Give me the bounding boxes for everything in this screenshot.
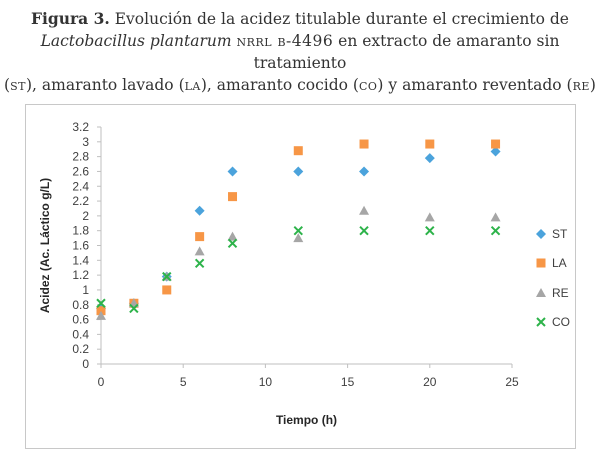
x-tick-label: 0	[98, 375, 105, 389]
point-st	[293, 166, 304, 177]
point-re	[293, 233, 304, 243]
point-st	[227, 166, 238, 177]
y-tick-label: 0.2	[72, 342, 89, 356]
y-tick-label: 0.6	[72, 313, 89, 327]
point-re	[424, 212, 435, 222]
point-re	[227, 231, 238, 241]
y-tick-label: 1	[82, 283, 89, 297]
caption-paren: (	[4, 76, 11, 94]
y-tick-label: 1.4	[72, 253, 89, 267]
caption-paren-close: )	[589, 76, 596, 94]
y-tick-label: 2.8	[72, 150, 89, 164]
legend-marker-re	[536, 288, 546, 297]
abbr-st: ST	[10, 76, 26, 94]
point-la	[491, 139, 501, 149]
point-co	[490, 225, 501, 236]
x-axis-title: Tiempo (h)	[276, 413, 337, 427]
point-re	[194, 246, 205, 256]
point-la	[162, 285, 172, 295]
caption-text-1: Evolución de la acidez titulable durante…	[109, 10, 569, 28]
point-la	[96, 306, 106, 316]
point-re	[490, 212, 501, 222]
caption-line-1: Figura 3. Evolución de la acidez titulab…	[0, 8, 600, 30]
legend-label-re: RE	[552, 286, 569, 300]
legend-label-st: ST	[552, 227, 568, 241]
data-points	[96, 139, 501, 320]
point-co	[359, 225, 369, 236]
x-tick-label: 5	[180, 375, 187, 389]
point-la	[293, 146, 303, 156]
y-axis-title: Acidez (Ac. Láctico g/L)	[38, 178, 52, 313]
y-tick-label: 3.2	[72, 120, 89, 134]
point-st	[359, 166, 370, 177]
strain-code: NRRL B-4496	[236, 32, 334, 50]
y-tick-label: 1.8	[72, 224, 89, 238]
y-tick-label: 1.2	[72, 268, 89, 282]
point-co	[293, 225, 303, 236]
legend-marker-co	[536, 317, 546, 327]
chart-frame	[25, 104, 576, 449]
y-tick-label: 2.2	[72, 194, 89, 208]
legend-marker-st	[536, 229, 546, 239]
point-la	[359, 139, 369, 149]
point-co	[227, 238, 238, 248]
x-tick-label: 10	[259, 375, 273, 389]
point-la	[195, 232, 205, 242]
figure-label: Figura 3.	[31, 9, 110, 28]
organism-name: Lactobacillus plantarum	[40, 32, 232, 50]
figure-caption: Figura 3. Evolución de la acidez titulab…	[0, 8, 600, 96]
x-tick-label: 20	[423, 375, 437, 389]
point-st	[490, 146, 501, 157]
point-co	[96, 298, 106, 308]
point-co	[425, 225, 435, 236]
caption-line-2: Lactobacillus plantarum NRRL B-4496 en e…	[0, 30, 600, 74]
point-co	[162, 271, 172, 282]
y-tick-label: 1.6	[72, 239, 89, 253]
abbr-re: RE	[572, 76, 590, 94]
caption-text-2: en extracto de amaranto sin tratamiento	[253, 32, 560, 72]
abbr-co: CO	[358, 76, 378, 94]
legend-label-co: CO	[552, 315, 570, 329]
caption-text-3b: ), amaranto cocido (	[200, 76, 359, 94]
point-re	[96, 310, 106, 320]
x-tick-label: 15	[341, 375, 355, 389]
point-st	[424, 153, 435, 164]
y-tick-label: 0.8	[72, 298, 89, 312]
legend: ST LA RE CO	[536, 227, 570, 329]
y-tick-label: 2.6	[72, 164, 89, 178]
y-tick-label: 0.4	[72, 327, 89, 341]
caption-text-3a: ), amaranto lavado (	[25, 76, 185, 94]
caption-text-3c: ) y amaranto reventado (	[377, 76, 573, 94]
axes: 0 5 10 15 20 2500.20.40.60.811.21.41.61.822.2…	[72, 120, 519, 389]
point-la	[228, 192, 238, 202]
point-la	[425, 139, 435, 149]
point-re	[359, 205, 370, 215]
legend-marker-la	[536, 258, 546, 268]
x-tick-label: 25	[505, 375, 519, 389]
point-co	[129, 303, 139, 314]
caption-line-3: (ST), amaranto lavado (LA), amaranto coc…	[0, 74, 600, 96]
y-tick-label: 2.4	[72, 179, 89, 193]
point-st	[194, 205, 205, 216]
y-tick-label: 0	[82, 357, 89, 371]
abbr-la: LA	[184, 76, 201, 94]
y-tick-label: 3	[82, 135, 89, 149]
legend-label-la: LA	[552, 256, 567, 270]
y-tick-label: 2	[82, 209, 89, 223]
point-co	[194, 258, 205, 268]
